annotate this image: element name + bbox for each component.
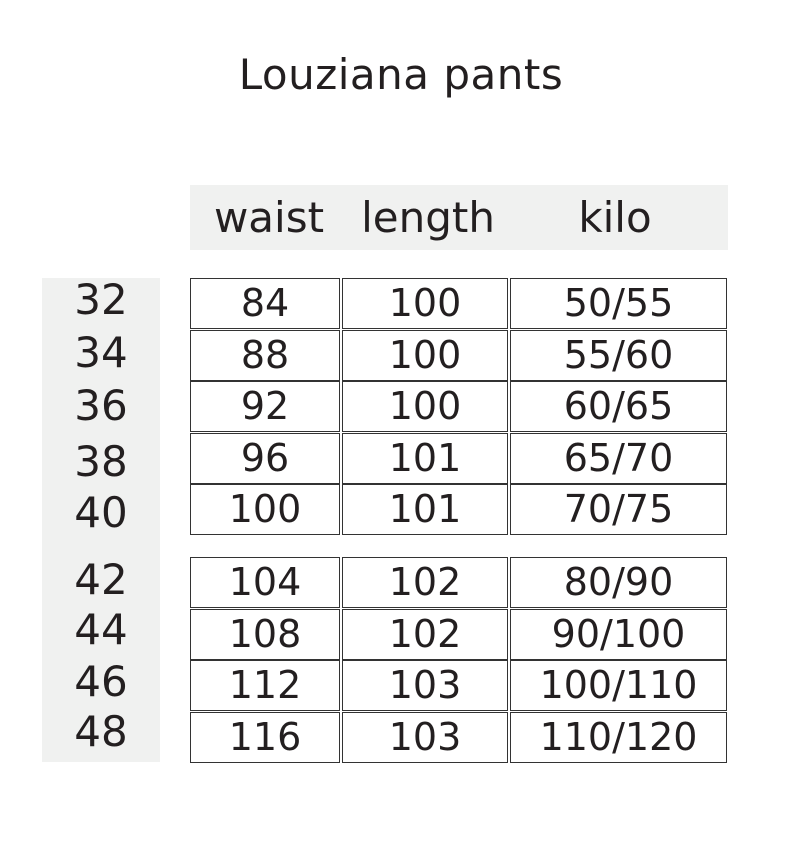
size-label: 48 bbox=[74, 707, 128, 756]
size-label: 38 bbox=[74, 437, 128, 486]
waist-cell: 116 bbox=[190, 711, 340, 763]
size-label: 44 bbox=[74, 605, 128, 654]
length-cell: 103 bbox=[342, 711, 508, 763]
waist-cell: 100 bbox=[190, 484, 340, 535]
column-header-band: waist length kilo bbox=[190, 185, 728, 250]
kilo-cell: 90/100 bbox=[510, 608, 727, 660]
waist-cell: 88 bbox=[190, 329, 340, 381]
length-cell: 101 bbox=[342, 484, 508, 535]
table-row: 100 101 70/75 bbox=[190, 484, 728, 535]
table-row: 108 102 90/100 bbox=[190, 608, 728, 660]
kilo-cell: 80/90 bbox=[510, 557, 727, 608]
length-cell: 101 bbox=[342, 432, 508, 484]
length-cell: 100 bbox=[342, 278, 508, 329]
waist-cell: 84 bbox=[190, 278, 340, 329]
title-text: Louziana pants bbox=[238, 50, 564, 99]
table-row: 116 103 110/120 bbox=[190, 711, 728, 763]
size-label: 34 bbox=[74, 328, 128, 377]
waist-cell: 92 bbox=[190, 381, 340, 432]
table-row: 104 102 80/90 bbox=[190, 557, 728, 608]
length-cell: 100 bbox=[342, 381, 508, 432]
waist-cell: 112 bbox=[190, 660, 340, 711]
length-cell: 100 bbox=[342, 329, 508, 381]
kilo-cell: 100/110 bbox=[510, 660, 727, 711]
kilo-cell: 110/120 bbox=[510, 711, 727, 763]
page-title: Louziana pants bbox=[0, 50, 800, 99]
size-label: 40 bbox=[74, 488, 128, 537]
waist-cell: 104 bbox=[190, 557, 340, 608]
header-length: length bbox=[361, 193, 495, 242]
header-kilo: kilo bbox=[578, 193, 652, 242]
size-label: 42 bbox=[74, 555, 128, 604]
length-cell: 102 bbox=[342, 557, 508, 608]
kilo-cell: 65/70 bbox=[510, 432, 727, 484]
kilo-cell: 70/75 bbox=[510, 484, 727, 535]
size-label: 46 bbox=[74, 657, 128, 706]
kilo-cell: 55/60 bbox=[510, 329, 727, 381]
length-cell: 103 bbox=[342, 660, 508, 711]
table-row: 112 103 100/110 bbox=[190, 660, 728, 711]
table-row: 96 101 65/70 bbox=[190, 432, 728, 484]
table-row: 84 100 50/55 bbox=[190, 278, 728, 329]
table-row: 92 100 60/65 bbox=[190, 381, 728, 432]
kilo-cell: 60/65 bbox=[510, 381, 727, 432]
size-column: 32 34 36 38 40 42 44 46 48 bbox=[42, 275, 160, 762]
header-waist: waist bbox=[213, 193, 325, 242]
waist-cell: 96 bbox=[190, 432, 340, 484]
size-label: 36 bbox=[74, 381, 128, 430]
table-row: 88 100 55/60 bbox=[190, 329, 728, 381]
waist-cell: 108 bbox=[190, 608, 340, 660]
kilo-cell: 50/55 bbox=[510, 278, 727, 329]
length-cell: 102 bbox=[342, 608, 508, 660]
size-label: 32 bbox=[74, 275, 128, 324]
